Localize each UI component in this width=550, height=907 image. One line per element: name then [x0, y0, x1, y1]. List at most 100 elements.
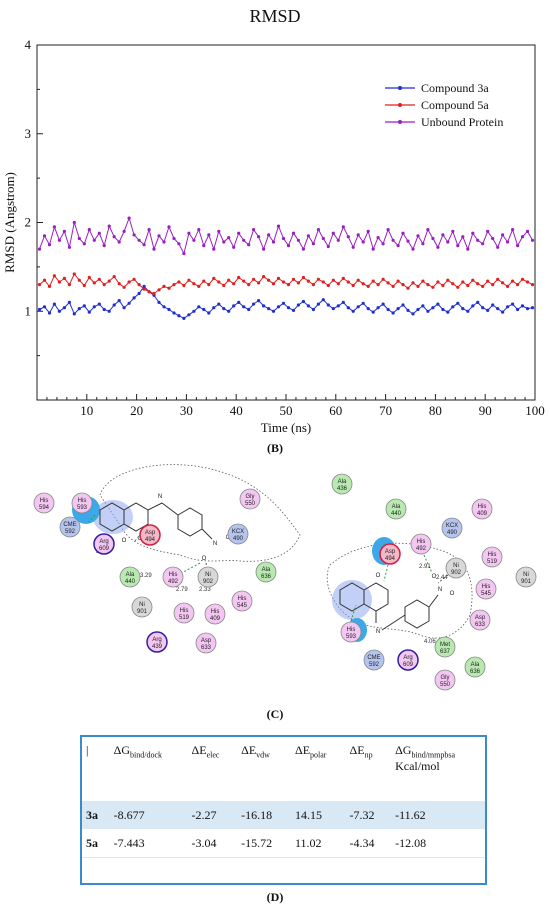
data-point	[77, 307, 81, 311]
residue-name: His	[347, 627, 356, 633]
data-point	[501, 310, 505, 314]
residue-circle	[379, 543, 401, 565]
header-subscript: np	[364, 750, 373, 760]
data-point	[301, 299, 305, 304]
data-point	[62, 229, 66, 233]
residue-circle	[471, 498, 493, 520]
panel-label-d: (D)	[266, 890, 284, 904]
data-point	[167, 225, 171, 229]
residue-circle	[410, 533, 432, 555]
residue-name: Ni	[139, 602, 145, 608]
data-point	[481, 284, 485, 288]
data-point	[247, 283, 251, 287]
column-header: ΔEelec	[188, 737, 238, 801]
residue-number: 490	[233, 536, 244, 542]
distance-label: 4.06	[424, 639, 436, 645]
header-subscript: bind/dock	[130, 750, 163, 760]
data-point	[421, 242, 425, 246]
residue-circle	[464, 656, 486, 678]
residue-name: Asp	[475, 615, 486, 621]
table-row: 3a -8.677 -2.27 -16.18 14.15 -7.32 -11.62	[82, 801, 485, 829]
data-point	[341, 300, 345, 304]
residue-number: 494	[145, 537, 156, 543]
data-point	[92, 238, 96, 242]
ring-phenyl	[404, 599, 430, 629]
data-point	[242, 279, 246, 283]
data-point	[316, 228, 320, 232]
data-point	[57, 238, 62, 242]
hbond	[350, 604, 357, 622]
y-tick-label: 2	[25, 215, 32, 230]
data-point	[182, 252, 186, 256]
atom-oxygen: O	[450, 591, 455, 597]
table-cell: 14.15	[290, 801, 346, 829]
residue-circle	[515, 566, 537, 588]
table-cell: -12.08	[391, 829, 485, 858]
data-point	[132, 296, 136, 300]
residue-circle	[231, 590, 253, 612]
data-point	[62, 306, 66, 310]
residue-circle	[131, 596, 153, 618]
atom-nitrogen: N	[438, 587, 442, 593]
data-point	[117, 240, 121, 244]
residue-name: Arg	[403, 655, 412, 661]
atom-oxygen: O	[432, 574, 437, 580]
data-point	[331, 307, 335, 311]
x-tick-label: 40	[230, 403, 243, 418]
data-point	[381, 277, 385, 281]
data-point	[525, 229, 530, 233]
legend-label: Compound 5a	[421, 98, 489, 112]
residue-number: 901	[521, 579, 532, 585]
data-point	[47, 284, 52, 288]
data-point	[496, 277, 500, 281]
y-axis-label: RMSD (Angstrom)	[2, 172, 17, 273]
data-point	[486, 279, 490, 283]
data-point	[286, 283, 291, 287]
residue-name: Ala	[126, 572, 135, 578]
data-point	[281, 236, 286, 241]
data-point	[47, 311, 52, 315]
data-point	[167, 307, 171, 312]
table-cell: 11.02	[290, 829, 346, 858]
data-point	[451, 229, 455, 233]
residue-number: 636	[470, 669, 481, 675]
data-point	[177, 280, 181, 284]
data-point	[271, 309, 276, 313]
residue-number: 609	[99, 546, 110, 552]
data-point	[456, 301, 460, 305]
data-point	[252, 228, 256, 232]
data-point	[466, 247, 470, 251]
y-tick-label: 1	[25, 303, 32, 318]
data-point	[227, 278, 231, 282]
residue-circle	[204, 603, 226, 625]
data-point	[262, 304, 266, 308]
data-point	[122, 229, 126, 233]
hbond	[383, 564, 389, 582]
data-point	[172, 283, 176, 287]
residue-name: CME	[367, 655, 380, 661]
data-point	[137, 238, 141, 242]
data-point	[242, 238, 246, 242]
data-point	[411, 247, 415, 251]
table-cell: -4.34	[345, 829, 392, 858]
data-point	[371, 310, 375, 314]
data-point	[525, 280, 530, 284]
data-point	[57, 280, 62, 284]
data-point	[461, 235, 465, 239]
data-point	[102, 244, 106, 248]
data-point	[112, 275, 116, 279]
residue-circle	[59, 516, 81, 538]
data-point	[341, 225, 345, 229]
data-point	[506, 240, 510, 244]
data-point	[381, 242, 385, 246]
residue-name: Ala	[471, 662, 480, 668]
